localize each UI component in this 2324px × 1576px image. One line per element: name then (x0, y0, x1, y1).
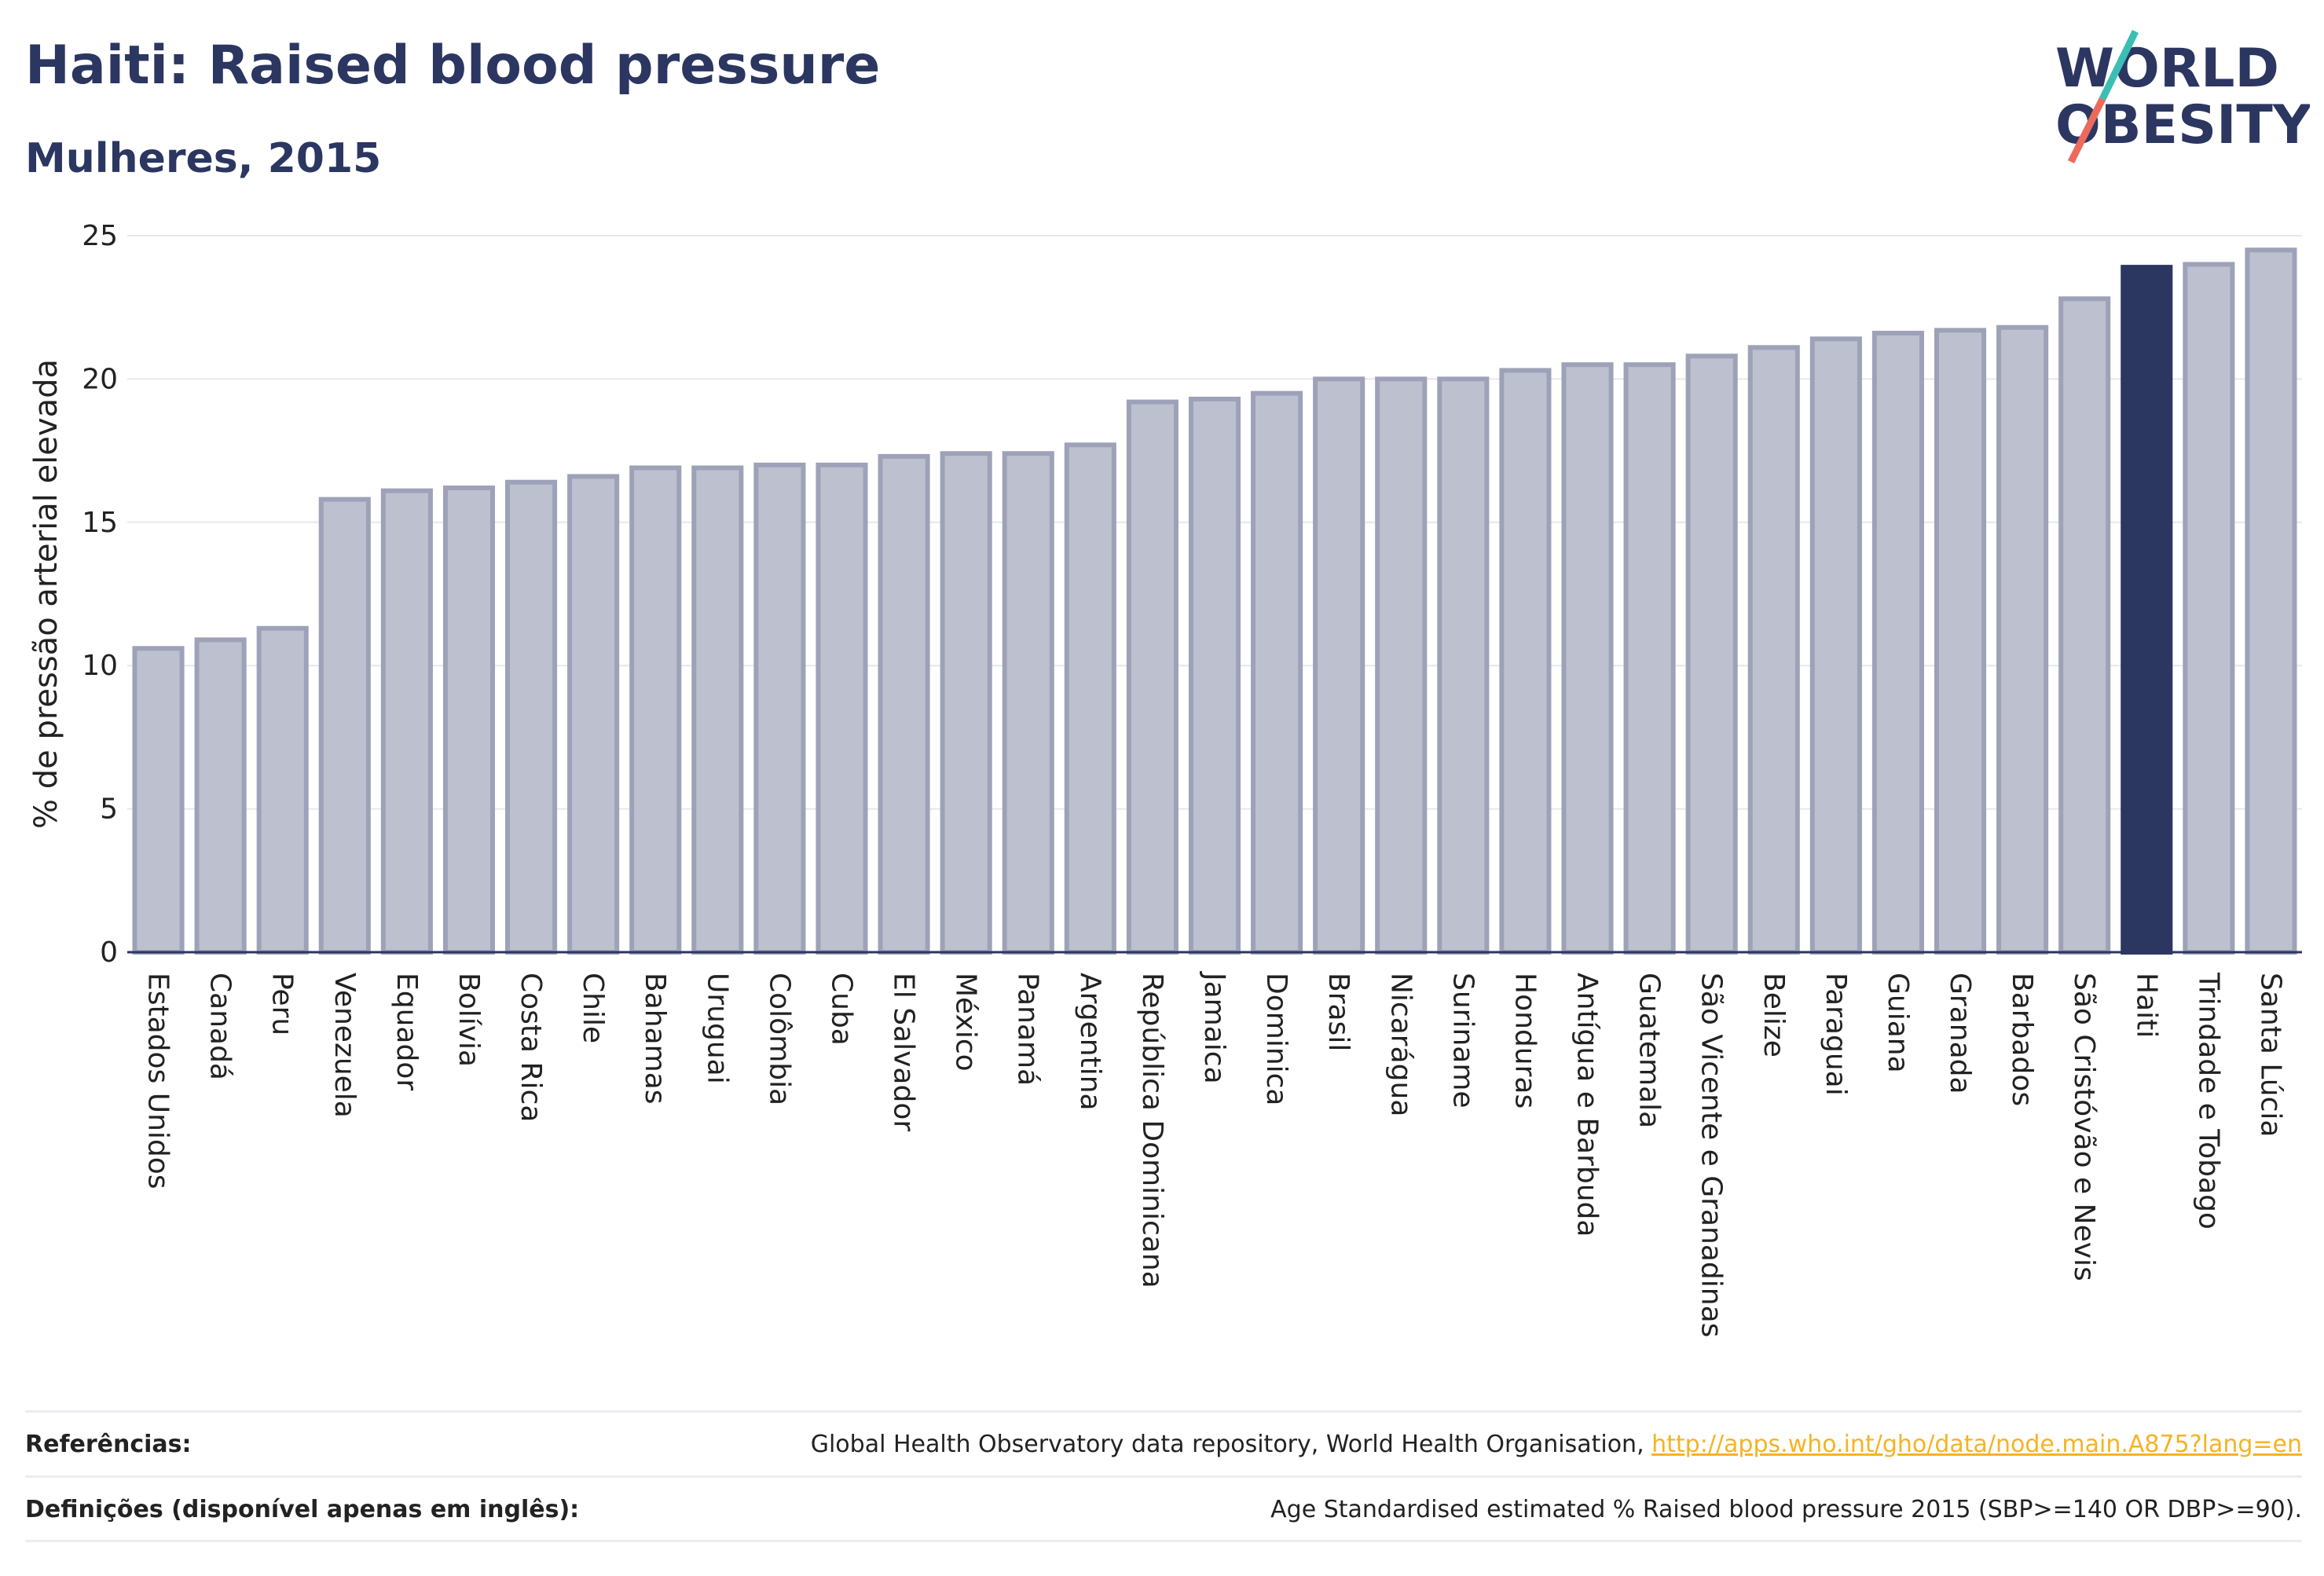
x-tick-label: Antígua e Barbuda (1571, 973, 1604, 1237)
bar (505, 479, 558, 955)
x-tick-label: São Vicente e Granadinas (1695, 973, 1728, 1337)
logo-line1: WORLD (2055, 38, 2279, 100)
x-tick-label: Panamá (1012, 973, 1044, 1086)
logo-slash-coral (2067, 97, 2106, 164)
x-tick-label: Brasil (1322, 973, 1354, 1051)
y-axis-label: % de pressão arterial elevada (28, 359, 64, 829)
bar (194, 637, 247, 955)
bar (1809, 336, 1862, 955)
bar (1375, 376, 1428, 955)
x-tick-label: Trindade e Tobago (2192, 972, 2224, 1230)
bar (1126, 399, 1178, 955)
x-tick-label: El Salvador (888, 973, 920, 1131)
x-tick-label: Bolívia (453, 973, 485, 1067)
bar (1064, 442, 1116, 955)
bar (442, 486, 496, 955)
bar (1685, 354, 1738, 955)
x-tick-label: Colômbia (763, 973, 795, 1105)
x-tick-label: Honduras (1508, 973, 1541, 1109)
y-tick-label: 10 (82, 650, 118, 682)
x-tick-label: Venezuela (328, 973, 361, 1118)
bar (1747, 345, 1800, 955)
bar (878, 453, 930, 955)
world-obesity-logo: WORLD OBESITY (2055, 30, 2310, 164)
references-text: Global Health Observatory data repositor… (810, 1430, 1652, 1458)
x-tick-label: Guiana (1882, 973, 1914, 1073)
references-value: Global Health Observatory data repositor… (811, 1431, 2302, 1458)
definitions-row: Definições (disponível apenas em inglês)… (25, 1475, 2302, 1541)
x-tick-label: Barbados (2006, 973, 2038, 1106)
bar (1871, 331, 1924, 955)
bar (1437, 376, 1490, 955)
bar (691, 465, 744, 955)
x-tick-label: São Cristóvão e Nevis (2068, 973, 2100, 1281)
y-tick-label: 0 (100, 936, 118, 969)
bar (318, 497, 371, 955)
bar (1934, 328, 1987, 955)
x-tick-label: Santa Lúcia (2254, 973, 2286, 1137)
x-tick-label: Guatemala (1633, 973, 1666, 1128)
x-tick-label: México (950, 973, 982, 1072)
x-tick-label: Haiti (2130, 973, 2162, 1038)
x-tick-label: Argentina (1074, 973, 1106, 1111)
bar (1499, 368, 1552, 955)
y-tick-label: 20 (82, 363, 118, 395)
x-tick-label: Chile (577, 973, 609, 1043)
definitions-text: Age Standardised estimated % Raised bloo… (1270, 1495, 2302, 1523)
bar (940, 451, 992, 955)
chart-title: Haiti: Raised blood pressure (25, 35, 881, 97)
bar (2121, 265, 2173, 955)
references-link[interactable]: http://apps.who.int/gho/data/node.main.A… (1651, 1430, 2302, 1458)
x-tick-label: República Dominicana (1136, 973, 1168, 1288)
bar (629, 465, 682, 955)
references-label: Referências: (25, 1430, 192, 1458)
x-tick-label: Paraguai (1820, 973, 1852, 1096)
bar-chart: 0 5 10 15 20 25 % de pressão arterial elevada E… (28, 220, 2302, 1337)
bar (380, 488, 433, 955)
references-row: Referências: Global Health Observatory d… (25, 1410, 2302, 1475)
definitions-label: Definições (disponível apenas em inglês)… (25, 1495, 580, 1523)
x-tick-label: Bahamas (639, 973, 671, 1105)
bar (1623, 362, 1676, 955)
bar (1996, 324, 2049, 955)
y-tick-label: 5 (100, 793, 118, 826)
x-tick-label: Granada (1944, 973, 1976, 1094)
x-tick-label: Estados Unidos (142, 973, 174, 1189)
bar (1188, 396, 1241, 955)
bar (816, 462, 868, 955)
footer-divider (25, 1540, 2302, 1542)
bar (1002, 451, 1054, 955)
bar (753, 462, 806, 955)
y-tick-label: 15 (82, 507, 118, 539)
x-tick-label: Belize (1758, 973, 1790, 1057)
x-tick-label: Costa Rica (515, 973, 547, 1122)
bar (2058, 296, 2111, 955)
bar (256, 625, 309, 955)
x-tick-label: Suriname (1446, 973, 1479, 1109)
x-tick-label: Canadá (204, 973, 236, 1080)
bar (132, 646, 185, 955)
x-tick-label: Cuba (825, 973, 857, 1046)
y-tick-label: 25 (82, 220, 118, 252)
bar (567, 474, 620, 955)
logo-slash-teal (2099, 30, 2139, 101)
bar (2245, 247, 2297, 955)
x-tick-label: Peru (266, 973, 299, 1035)
x-tick-label: Jamaica (1198, 971, 1230, 1084)
bar (1561, 362, 1614, 955)
bar (1251, 390, 1303, 955)
x-tick-label: Equador (390, 973, 423, 1090)
bar (1313, 376, 1365, 955)
x-tick-label: Nicarágua (1384, 973, 1417, 1116)
bar (2183, 262, 2235, 955)
chart-subtitle: Mulheres, 2015 (25, 135, 382, 182)
x-tick-label: Uruguai (701, 973, 733, 1084)
x-tick-label: Dominica (1260, 973, 1292, 1106)
